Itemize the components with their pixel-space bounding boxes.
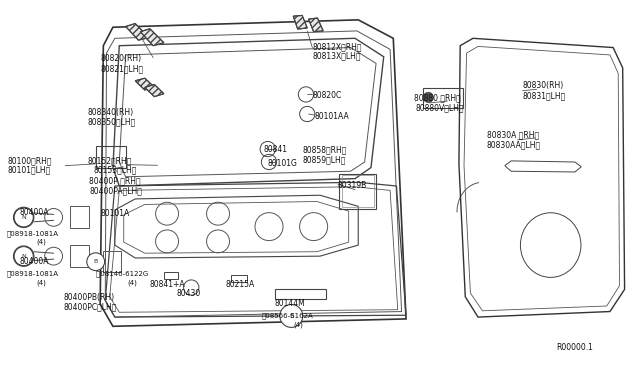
Text: ⓝ08918-1081A: ⓝ08918-1081A	[6, 270, 58, 277]
Polygon shape	[140, 29, 164, 46]
Text: ⓝ08918-1081A: ⓝ08918-1081A	[6, 231, 58, 237]
Text: 80101AA: 80101AA	[315, 112, 349, 121]
Text: 80830AA〈LH〉: 80830AA〈LH〉	[487, 140, 541, 149]
Text: 808340(RH): 808340(RH)	[88, 108, 134, 117]
Polygon shape	[293, 15, 307, 29]
Polygon shape	[135, 78, 154, 90]
Text: Ⓝ08566-6162A: Ⓝ08566-6162A	[261, 312, 313, 319]
Text: R00000.1: R00000.1	[556, 343, 593, 352]
Text: N: N	[21, 254, 26, 259]
Text: 80820C: 80820C	[312, 91, 342, 100]
Text: 80880V〈LH〉: 80880V〈LH〉	[415, 103, 464, 112]
Text: 80830A 〈RH〉: 80830A 〈RH〉	[487, 131, 539, 140]
Bar	[423, 88, 463, 109]
Text: 80820(RH): 80820(RH)	[100, 54, 141, 63]
Text: 80144M: 80144M	[274, 299, 305, 308]
Text: 80430: 80430	[177, 289, 201, 298]
Text: 80101A: 80101A	[100, 209, 129, 218]
Text: 80813X〈LH〉: 80813X〈LH〉	[312, 52, 361, 61]
Circle shape	[280, 305, 303, 327]
Text: 80821〈LH〉: 80821〈LH〉	[100, 64, 143, 73]
Bar	[339, 174, 376, 209]
Text: 80841+A: 80841+A	[149, 280, 185, 289]
Text: N: N	[21, 215, 26, 220]
Text: 80319B: 80319B	[338, 181, 367, 190]
Text: 80831〈LH〉: 80831〈LH〉	[523, 91, 566, 100]
Text: 80400PB(RH): 80400PB(RH)	[64, 293, 115, 302]
Text: (4): (4)	[36, 279, 46, 286]
Text: 80812X〈RH〉: 80812X〈RH〉	[312, 42, 362, 51]
Bar	[275, 289, 326, 299]
Text: 80101〈LH〉: 80101〈LH〉	[8, 166, 51, 174]
Text: 80400PC〈LH〉: 80400PC〈LH〉	[64, 302, 117, 312]
Text: 80400A: 80400A	[19, 257, 49, 266]
Text: B: B	[93, 259, 98, 264]
Polygon shape	[308, 18, 323, 32]
Text: 80841: 80841	[264, 145, 288, 154]
Circle shape	[423, 92, 433, 102]
Text: 80215A: 80215A	[226, 280, 255, 289]
Circle shape	[14, 247, 33, 266]
Circle shape	[13, 246, 34, 266]
Bar	[342, 175, 374, 208]
Text: N: N	[21, 215, 26, 220]
Text: 80858〈RH〉: 80858〈RH〉	[302, 145, 346, 154]
Bar	[231, 275, 246, 282]
Text: 80830(RH): 80830(RH)	[523, 81, 564, 90]
Text: 80153〈LH〉: 80153〈LH〉	[94, 166, 137, 174]
Polygon shape	[125, 23, 149, 40]
Bar	[70, 245, 90, 267]
Text: 80859〈LH〉: 80859〈LH〉	[302, 155, 346, 164]
Circle shape	[14, 208, 33, 227]
Text: 80152〈RH〉: 80152〈RH〉	[88, 156, 132, 166]
Bar	[70, 206, 90, 228]
Text: 80400PA〈LH〉: 80400PA〈LH〉	[90, 186, 142, 195]
Text: ⒱​08146-6122G: ⒱​08146-6122G	[96, 270, 148, 277]
Text: N: N	[21, 254, 26, 259]
Text: 80400A: 80400A	[19, 208, 49, 217]
Text: 80100〈RH〉: 80100〈RH〉	[8, 156, 52, 166]
Text: S: S	[289, 313, 294, 319]
Text: 80880 〈RH〉: 80880 〈RH〉	[414, 94, 461, 103]
Text: 80101G: 80101G	[268, 158, 298, 168]
Text: (4): (4)	[293, 321, 303, 328]
Text: (4): (4)	[127, 279, 138, 286]
Text: 80400P 〈RH〉: 80400P 〈RH〉	[90, 177, 141, 186]
Text: (4): (4)	[36, 239, 46, 246]
Text: 808350〈LH〉: 808350〈LH〉	[88, 117, 136, 126]
Bar	[103, 251, 121, 272]
Circle shape	[13, 207, 34, 228]
Polygon shape	[145, 84, 164, 97]
Bar	[164, 272, 178, 279]
Circle shape	[87, 253, 104, 270]
